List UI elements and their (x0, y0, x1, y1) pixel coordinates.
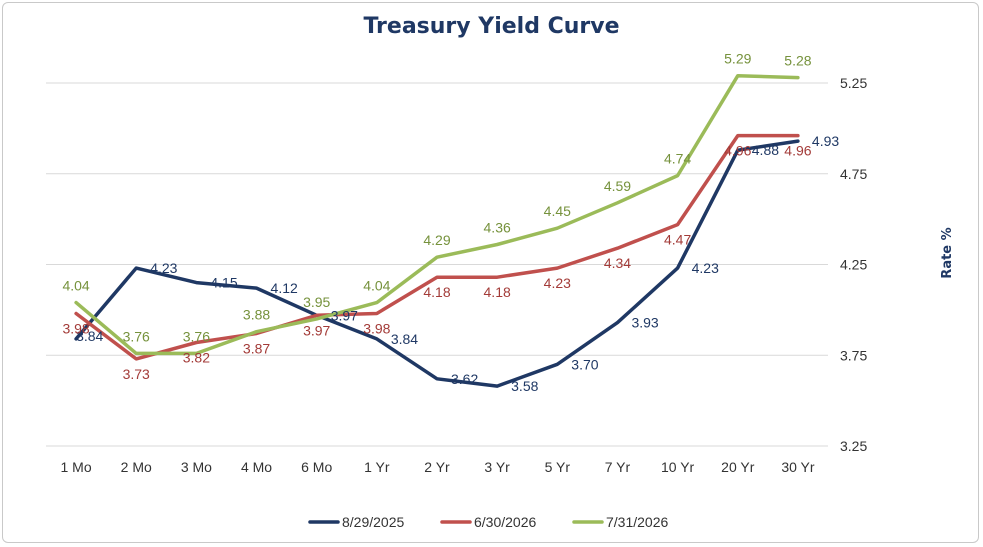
x-tick-label: 4 Mo (241, 459, 272, 475)
data-label: 4.23 (692, 260, 719, 276)
x-tick-label: 2 Yr (424, 459, 450, 475)
data-label: 3.82 (183, 350, 210, 366)
y-axis-ticks: 3.25 3.75 4.25 4.75 5.25 (840, 75, 867, 454)
x-tick-label: 10 Yr (661, 459, 695, 475)
data-label: 3.98 (363, 321, 390, 337)
legend-label: 8/29/2025 (342, 514, 404, 530)
y-tick-label: 4.25 (840, 257, 867, 273)
y-tick-label: 5.25 (840, 75, 867, 91)
data-label: 4.45 (544, 203, 571, 219)
data-label: 4.36 (484, 220, 511, 236)
gridlines (46, 82, 828, 447)
x-tick-label: 6 Mo (301, 459, 332, 475)
series-lines (74, 73, 800, 388)
y-tick-label: 4.75 (840, 166, 867, 182)
data-label: 4.47 (664, 232, 691, 248)
data-label: 4.12 (271, 280, 298, 296)
y-tick-label: 3.75 (840, 347, 867, 363)
data-label: 3.87 (243, 340, 270, 356)
x-axis-ticks: 1 Mo 2 Mo 3 Mo 4 Mo 6 Mo 1 Yr 2 Yr 3 Yr 5 Yr 7 Yr… (61, 459, 815, 475)
data-label: 3.84 (76, 328, 103, 344)
data-label: 4.96 (784, 143, 811, 159)
legend-label: 7/31/2026 (606, 514, 668, 530)
x-tick-label: 30 Yr (781, 459, 815, 475)
series-line-1 (74, 139, 800, 388)
x-tick-label: 1 Mo (61, 459, 92, 475)
data-label: 4.18 (423, 284, 450, 300)
data-label: 5.29 (724, 51, 751, 67)
data-label: 3.97 (331, 307, 358, 323)
data-label: 3.95 (303, 294, 330, 310)
data-label: 4.93 (812, 133, 839, 149)
data-label: 3.70 (571, 356, 598, 372)
y-axis-title: Rate % (940, 227, 955, 278)
data-label: 4.34 (604, 255, 631, 271)
data-label: 4.74 (664, 151, 691, 167)
x-tick-label: 1 Yr (364, 459, 390, 475)
data-label: 3.98 (62, 321, 89, 337)
data-label: 4.96 (724, 143, 751, 159)
x-tick-label: 2 Mo (121, 459, 152, 475)
series-line-3 (74, 73, 800, 356)
data-label: 4.18 (484, 284, 511, 300)
x-tick-label: 3 Mo (181, 459, 212, 475)
data-label: 4.04 (363, 278, 390, 294)
data-label: 3.97 (303, 322, 330, 338)
data-label: 4.04 (62, 278, 89, 294)
data-label: 4.29 (423, 232, 450, 248)
data-label: 3.84 (391, 331, 418, 347)
data-label: 4.23 (150, 260, 177, 276)
y-tick-label: 3.25 (840, 438, 867, 454)
x-tick-label: 3 Yr (484, 459, 510, 475)
data-label: 4.59 (604, 178, 631, 194)
x-tick-label: 20 Yr (721, 459, 755, 475)
legend-label: 6/30/2026 (474, 514, 536, 530)
data-label: 3.58 (511, 378, 538, 394)
data-label: 4.23 (544, 275, 571, 291)
chart-title: Treasury Yield Curve (363, 14, 620, 39)
data-labels: 3.84 4.23 4.15 4.12 3.97 3.84 3.62 3.58 3.70 3.93… (62, 51, 839, 394)
x-tick-label: 7 Yr (605, 459, 631, 475)
data-label: 4.15 (210, 275, 237, 291)
data-label: 5.28 (784, 53, 811, 69)
data-label: 4.88 (752, 142, 779, 158)
data-label: 3.76 (183, 328, 210, 344)
data-label: 3.93 (631, 315, 658, 331)
data-label: 3.73 (123, 366, 150, 382)
data-label: 3.76 (123, 328, 150, 344)
legend: 8/29/2025 6/30/2026 7/31/2026 (308, 514, 668, 530)
data-label: 3.62 (451, 371, 478, 387)
series-line-2 (74, 133, 800, 361)
x-tick-label: 5 Yr (545, 459, 571, 475)
data-label: 3.88 (243, 307, 270, 323)
